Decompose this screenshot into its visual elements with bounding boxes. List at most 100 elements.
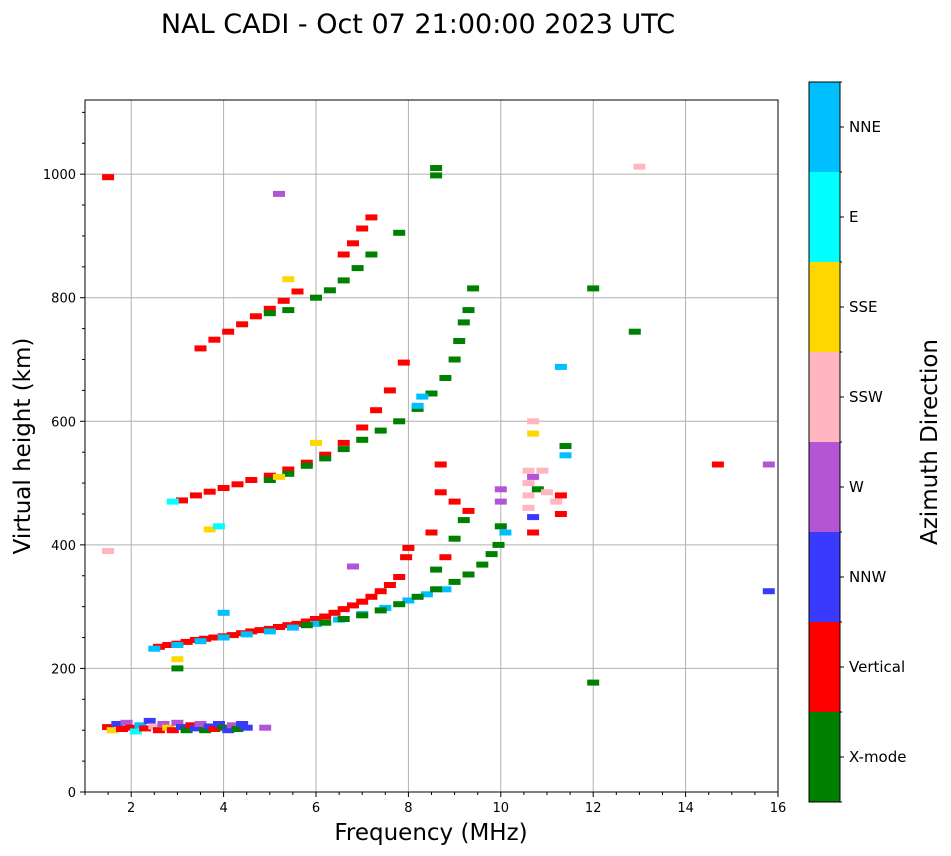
echo-point bbox=[291, 620, 304, 627]
echo-point bbox=[393, 229, 406, 236]
echo-point bbox=[222, 328, 235, 335]
echo-point bbox=[180, 638, 193, 645]
echo-point bbox=[231, 481, 244, 488]
y-tick-label: 600 bbox=[51, 415, 76, 430]
echo-point bbox=[462, 307, 475, 314]
echo-point bbox=[411, 405, 424, 412]
echo-point bbox=[374, 427, 387, 434]
echo-point bbox=[328, 609, 341, 616]
y-tick-label: 0 bbox=[68, 786, 76, 801]
colorbar-swatch bbox=[809, 442, 840, 532]
echo-point bbox=[231, 726, 244, 732]
echo-point bbox=[337, 277, 350, 284]
echo-point bbox=[319, 619, 332, 626]
echo-point bbox=[310, 616, 322, 622]
echo-point bbox=[430, 165, 443, 171]
echo-point bbox=[393, 574, 406, 580]
echo-point bbox=[213, 721, 225, 727]
echo-point bbox=[711, 461, 724, 468]
echo-point bbox=[448, 578, 461, 585]
echo-point bbox=[217, 485, 230, 491]
echo-point bbox=[494, 523, 507, 530]
echo-point bbox=[453, 338, 466, 344]
y-axis-ticks: 0 200 400 600 800 1000 bbox=[43, 111, 85, 801]
echo-point bbox=[319, 451, 332, 458]
echo-point bbox=[430, 566, 443, 573]
echo-point bbox=[485, 551, 498, 558]
echo-point bbox=[393, 601, 406, 608]
echo-point bbox=[102, 724, 115, 731]
colorbar-label: NNW bbox=[849, 568, 886, 586]
echo-point bbox=[125, 724, 138, 731]
plot-frame bbox=[84, 99, 779, 793]
colorbar-swatch bbox=[809, 622, 840, 712]
echo-point bbox=[536, 467, 549, 474]
echo-point bbox=[222, 727, 235, 734]
echo-point bbox=[356, 612, 369, 619]
echo-point bbox=[527, 473, 540, 480]
echo-point bbox=[554, 363, 567, 370]
echo-point bbox=[300, 462, 313, 469]
echo-point bbox=[522, 467, 535, 474]
echo-point bbox=[383, 387, 396, 394]
echo-point bbox=[203, 526, 216, 533]
echo-point bbox=[337, 446, 350, 453]
echo-point bbox=[337, 439, 350, 446]
echo-point bbox=[134, 722, 147, 729]
echo-point bbox=[208, 634, 221, 641]
echo-point bbox=[356, 598, 369, 605]
echo-points bbox=[102, 163, 775, 735]
y-tick-label: 800 bbox=[51, 292, 76, 307]
colorbar-swatch bbox=[809, 262, 840, 352]
echo-point bbox=[628, 328, 641, 335]
colorbar-label: W bbox=[849, 478, 864, 496]
echo-point bbox=[439, 375, 452, 381]
echo-point bbox=[365, 251, 378, 258]
echo-point bbox=[310, 294, 322, 301]
echo-point bbox=[439, 554, 452, 561]
echo-point bbox=[263, 628, 276, 635]
echo-point bbox=[236, 721, 249, 727]
echo-point bbox=[116, 726, 128, 732]
echo-point bbox=[550, 498, 563, 505]
echo-point bbox=[259, 724, 272, 731]
echo-point bbox=[356, 436, 369, 443]
echo-point bbox=[240, 724, 253, 731]
echo-point bbox=[527, 430, 540, 437]
echo-point bbox=[166, 498, 179, 505]
echo-point bbox=[102, 548, 115, 554]
echo-point bbox=[494, 486, 507, 493]
echo-point bbox=[152, 727, 165, 734]
echo-point bbox=[286, 624, 299, 631]
colorbar-swatch bbox=[809, 352, 840, 442]
echo-point bbox=[411, 402, 424, 409]
echo-point bbox=[102, 174, 115, 181]
chart-title: NAL CADI - Oct 07 21:00:00 2023 UTC bbox=[161, 9, 675, 40]
echo-point bbox=[448, 535, 461, 542]
echo-point bbox=[347, 602, 359, 609]
echo-point bbox=[273, 473, 285, 480]
echo-point bbox=[448, 356, 461, 363]
colorbar-label: Vertical bbox=[849, 658, 905, 676]
echo-point bbox=[185, 722, 198, 729]
echo-point bbox=[554, 492, 567, 499]
x-tick-label: 6 bbox=[312, 801, 320, 816]
echo-point bbox=[457, 517, 470, 524]
echo-point bbox=[310, 620, 322, 627]
echo-point bbox=[337, 616, 350, 622]
echo-point bbox=[111, 721, 124, 727]
echo-point bbox=[213, 523, 225, 530]
colorbar-label: SSW bbox=[849, 388, 883, 406]
x-tick-label: 8 bbox=[404, 801, 412, 816]
colorbar-frame bbox=[808, 81, 841, 803]
echo-point bbox=[365, 593, 378, 600]
echo-point bbox=[208, 336, 221, 343]
echo-point bbox=[402, 597, 415, 604]
echo-point bbox=[291, 288, 304, 295]
echo-point bbox=[189, 492, 202, 499]
echo-point bbox=[425, 390, 438, 397]
echo-point bbox=[633, 163, 646, 170]
echo-point bbox=[541, 489, 553, 496]
echo-point bbox=[282, 276, 295, 283]
x-tick-label: 14 bbox=[677, 801, 694, 816]
